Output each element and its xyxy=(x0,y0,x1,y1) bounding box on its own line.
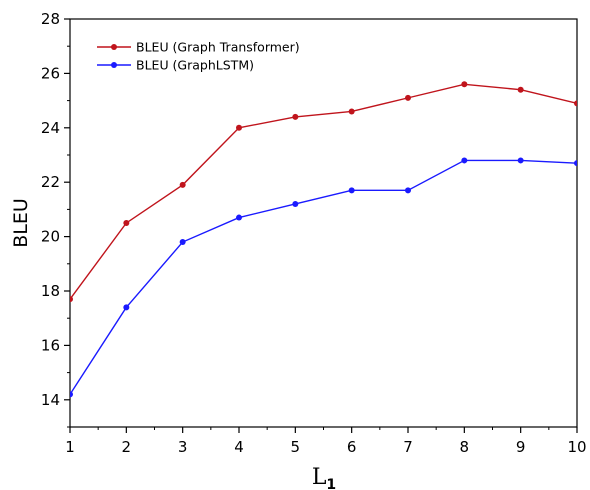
legend-label: BLEU (GraphLSTM) xyxy=(136,58,254,73)
y-tick-label: 28 xyxy=(41,10,60,28)
legend-item: BLEU (Graph Transformer) xyxy=(97,40,300,55)
data-point xyxy=(123,304,130,311)
data-point xyxy=(123,220,130,226)
x-tick-label: 2 xyxy=(122,438,132,456)
legend-marker xyxy=(111,44,117,50)
y-axis-title: BLEU xyxy=(10,198,32,248)
series-line xyxy=(70,159,577,395)
legend-marker xyxy=(111,62,117,68)
x-axis-title: L1 xyxy=(312,465,336,490)
data-point xyxy=(179,181,186,188)
data-point xyxy=(70,391,73,398)
legend: BLEU (Graph Transformer) BLEU (GraphLSTM) xyxy=(97,40,300,73)
x-axis-ticks: 1 2 3 4 5 6 7 8 9 10 xyxy=(65,427,587,456)
plot-border xyxy=(69,18,578,428)
x-tick-label: 5 xyxy=(291,438,301,456)
y-tick-label: 26 xyxy=(41,64,60,82)
series-1 xyxy=(70,81,577,303)
data-point xyxy=(292,200,299,207)
series-2 xyxy=(70,157,577,398)
data-point xyxy=(517,157,524,164)
data-point xyxy=(348,108,355,115)
x-tick-label: 9 xyxy=(516,438,526,456)
y-axis-ticks: 14 16 18 20 22 24 26 28 xyxy=(41,10,70,428)
y-tick-label: 16 xyxy=(41,336,60,354)
data-point xyxy=(348,187,355,194)
data-point xyxy=(574,160,577,167)
x-tick-label: 6 xyxy=(347,438,357,456)
x-tick-label: 3 xyxy=(178,438,188,456)
data-point xyxy=(405,187,411,194)
data-point xyxy=(461,157,468,164)
x-axis-title-main: L xyxy=(312,465,327,490)
data-point xyxy=(292,113,299,120)
data-point xyxy=(574,100,577,107)
y-tick-label: 18 xyxy=(41,282,60,300)
y-tick-label: 24 xyxy=(41,119,60,137)
series-layer xyxy=(70,81,577,398)
x-tick-label: 4 xyxy=(234,438,244,456)
data-point xyxy=(70,296,73,303)
data-point xyxy=(236,124,242,131)
x-axis-title-subscript: 1 xyxy=(326,477,336,490)
y-tick-label: 22 xyxy=(41,173,60,191)
x-tick-label: 1 xyxy=(65,438,75,456)
x-tick-label: 10 xyxy=(567,438,586,456)
legend-item: BLEU (GraphLSTM) xyxy=(97,58,254,73)
series-line xyxy=(70,83,577,300)
y-tick-label: 14 xyxy=(41,391,60,409)
data-point xyxy=(517,86,524,93)
x-tick-label: 7 xyxy=(403,438,413,456)
legend-label: BLEU (Graph Transformer) xyxy=(136,40,300,55)
y-tick-label: 20 xyxy=(41,228,60,246)
plot-frame xyxy=(69,18,578,428)
data-point xyxy=(179,239,186,246)
data-point xyxy=(236,214,242,221)
x-tick-label: 8 xyxy=(460,438,470,456)
data-point xyxy=(405,94,411,101)
data-point xyxy=(461,81,468,88)
